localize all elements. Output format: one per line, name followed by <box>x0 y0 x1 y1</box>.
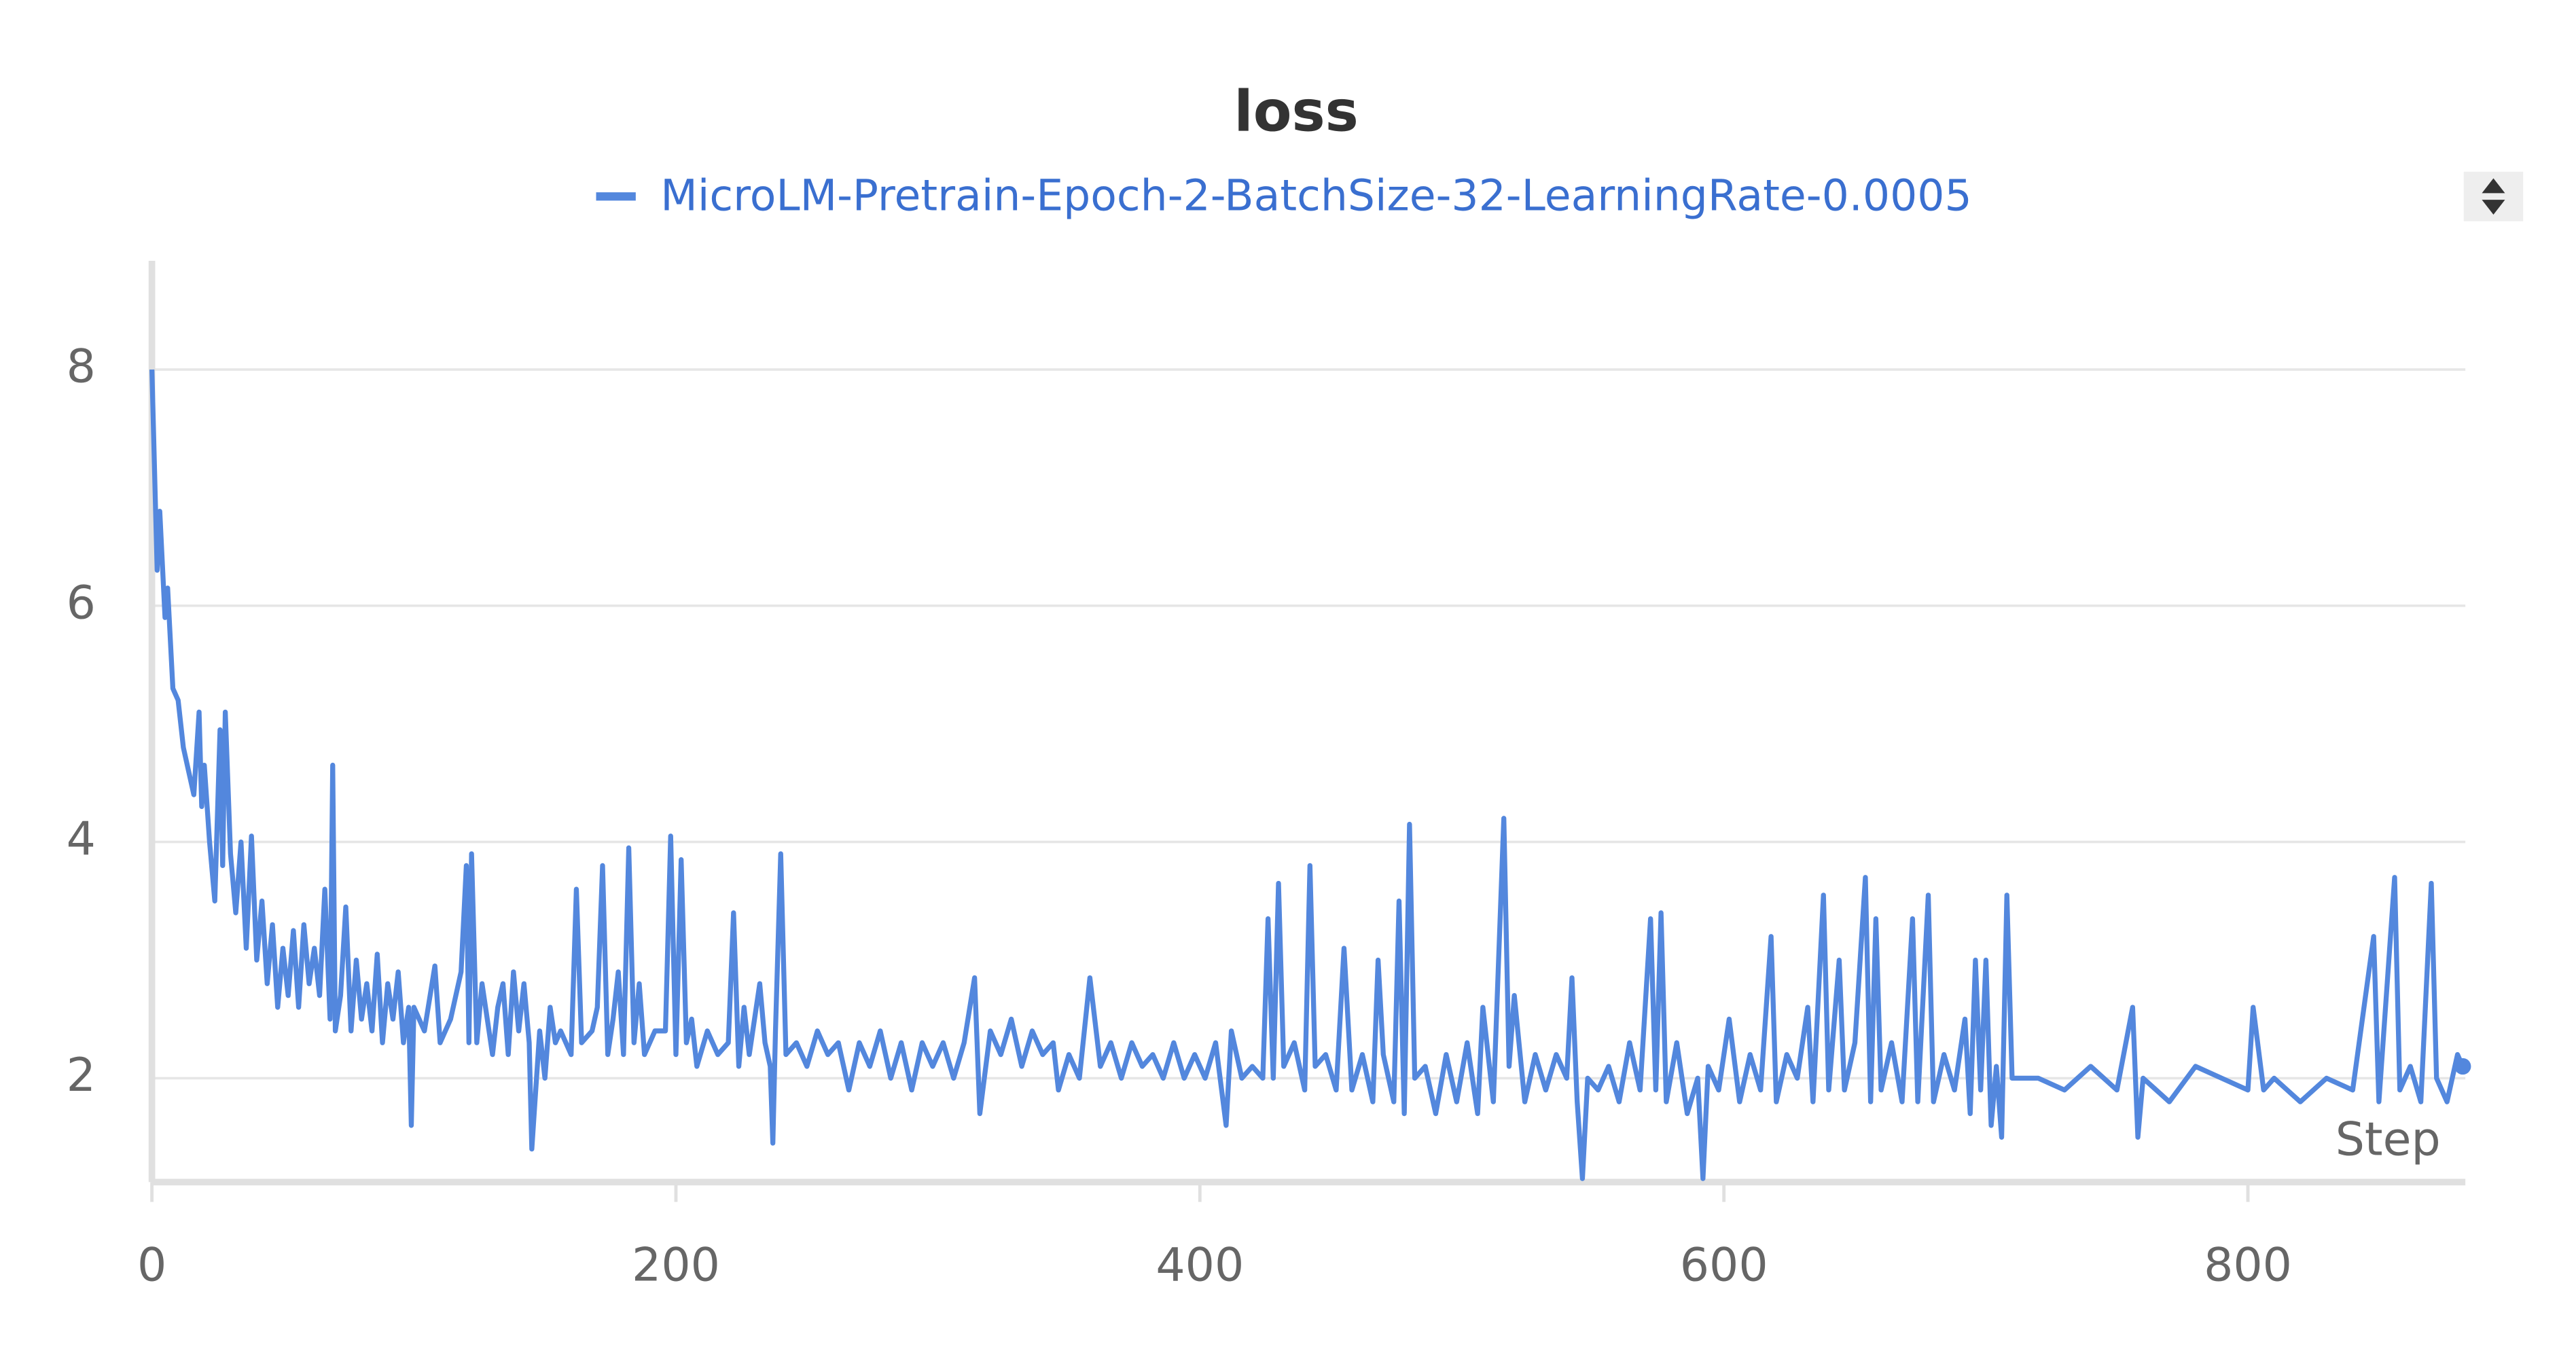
y-tick-label: 4 <box>67 812 96 866</box>
x-tick-label: 800 <box>2204 1238 2292 1292</box>
x-tick-label: 600 <box>1680 1238 1768 1292</box>
chart-title: loss <box>1234 79 1358 145</box>
x-axis-label: Step <box>2336 1113 2441 1167</box>
legend-label: MicroLM-Pretrain-Epoch-2-BatchSize-32-Le… <box>660 170 1971 220</box>
x-tick-label: 200 <box>632 1238 720 1292</box>
scroll-icon[interactable] <box>2463 171 2524 221</box>
scroll-arrows[interactable] <box>2482 178 2505 215</box>
x-tick-label: 0 <box>137 1238 166 1292</box>
y-tick-label: 2 <box>67 1049 96 1102</box>
last-point <box>2454 1058 2471 1075</box>
x-tick-label: 400 <box>1156 1238 1244 1292</box>
y-tick-label: 8 <box>67 340 96 394</box>
loss-line <box>149 369 2465 1181</box>
y-tick-label: 6 <box>67 576 96 630</box>
